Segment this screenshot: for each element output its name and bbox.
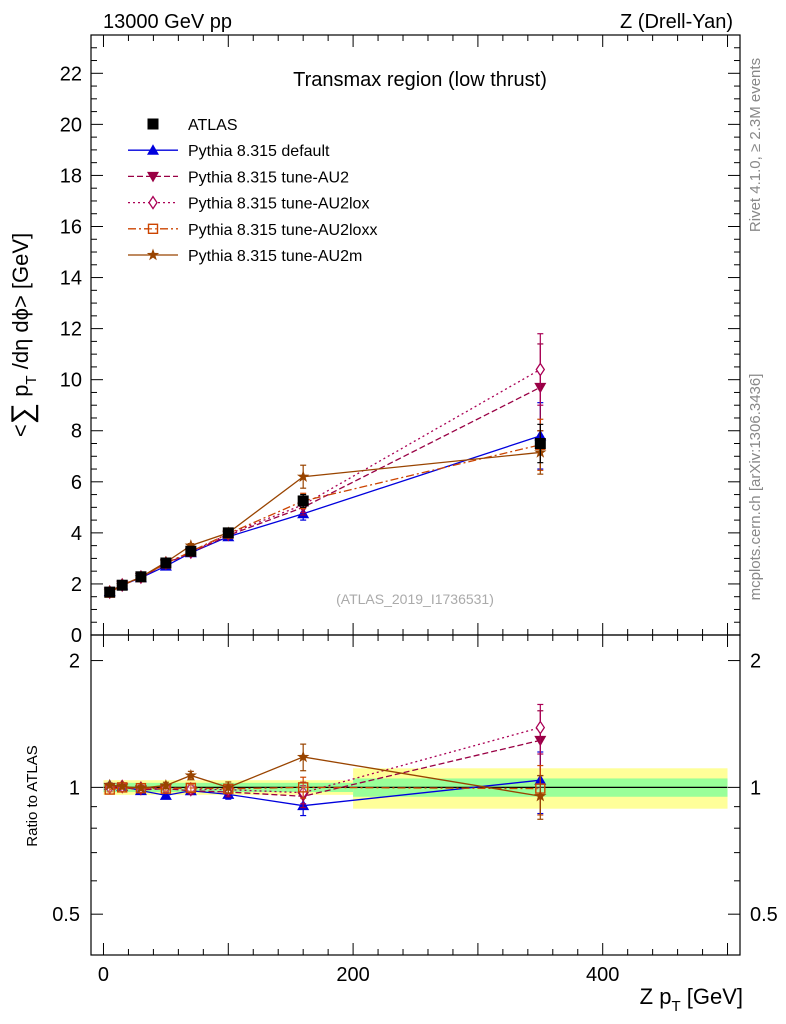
y-tick-label: 0 (71, 625, 82, 647)
legend-label: ATLAS (188, 117, 238, 134)
series-1 (103, 343, 547, 809)
lower-frame (90, 634, 741, 956)
legend-marker (147, 223, 159, 235)
y-tick-label: 14 (60, 268, 82, 290)
y-tick-label: 4 (71, 523, 82, 545)
ratio-4-point-3 (159, 778, 173, 791)
x-tick-label: 0 (98, 964, 109, 986)
y-tick-label: 16 (60, 216, 82, 238)
legend-marker (147, 144, 159, 155)
series-line-3 (109, 444, 541, 594)
x-axis-label: Z pT [GeV] (640, 984, 743, 1015)
y-tick-label: 18 (60, 165, 82, 187)
ratio-tick-label-right: 2 (750, 651, 761, 673)
ratio-panel (90, 634, 741, 956)
series-4-point-4 (184, 539, 198, 551)
ratio-4-point-2 (134, 781, 148, 794)
legend-marker (147, 171, 159, 183)
legend-label: Pythia 8.315 tune-AU2lox (188, 196, 369, 213)
atlas-point-2 (135, 571, 147, 583)
atlas-point-4 (185, 545, 197, 557)
x-tick-label: 400 (586, 964, 619, 986)
svg-text:Z pT [GeV]: Z pT [GeV] (640, 984, 743, 1015)
legend-label: Pythia 8.315 default (188, 143, 330, 160)
legend-item-0: ATLAS (147, 117, 238, 134)
ratio-y-label: Ratio to ATLAS (24, 745, 41, 846)
y-tick-label: 10 (60, 370, 82, 392)
legend-item-4: Pythia 8.315 tune-AU2loxx (128, 222, 377, 239)
ratio-3-point-6 (297, 782, 309, 793)
ratio-4-point-4 (184, 769, 198, 781)
legend: ATLAS Pythia 8.315 default Pythia 8.315 tu… (128, 117, 377, 265)
header-right: Z (Drell-Yan) (620, 11, 733, 33)
ratio-tick-label: 1 (69, 777, 80, 799)
series-3 (104, 418, 546, 816)
y-tick-label: 20 (60, 114, 82, 136)
ratio-4-point-1 (116, 779, 129, 792)
legend-label: Pythia 8.315 tune-AU2m (188, 248, 362, 265)
ratio-3-point-4 (185, 782, 197, 794)
ratio-4-point-0 (103, 778, 116, 791)
ratio-tick-label: 2 (69, 651, 80, 673)
ratio-tick-label-right: 1 (750, 777, 761, 799)
ratio-2-point-7 (535, 720, 546, 735)
series-line-2 (109, 368, 541, 593)
legend-item-2: Pythia 8.315 tune-AU2 (128, 169, 349, 186)
y-tick-label: 22 (60, 63, 82, 85)
atlas-point-1 (116, 579, 128, 591)
legend-item-1: Pythia 8.315 default (128, 143, 330, 160)
series-layer (103, 333, 547, 820)
y-tick-label: 8 (71, 421, 82, 443)
ratio-4-point-5 (222, 780, 235, 793)
ratio-4-point-6 (296, 750, 310, 763)
y-tick-label: 12 (60, 319, 82, 341)
y-axis-label: <∑ pT /dη dϕ> [GeV] (6, 233, 40, 437)
watermark: (ATLAS_2019_I1736531) (336, 591, 494, 607)
legend-item-5: Pythia 8.315 tune-AU2m (128, 248, 362, 265)
atlas-point-5 (222, 527, 234, 539)
atlas-point-7 (534, 438, 546, 450)
y-tick-label: 6 (71, 472, 82, 494)
svg-text:<∑ pT /dη dϕ> [GeV]: <∑ pT /dη dϕ> [GeV] (6, 233, 40, 437)
ratio-line-3 (109, 786, 541, 791)
atlas-point-0 (104, 586, 116, 598)
mcplots-label: mcplots.cern.ch [arXiv:1306.3436] (747, 374, 764, 601)
series-line-4 (109, 451, 541, 593)
series-2 (104, 333, 546, 805)
series-0 (103, 402, 547, 817)
legend-item-3: Pythia 8.315 tune-AU2lox (128, 195, 369, 213)
series-4-point-6 (296, 470, 310, 482)
legend-label: Pythia 8.315 tune-AU2 (188, 169, 349, 186)
y-tick-label: 2 (71, 574, 82, 596)
series-2-point-7 (535, 362, 546, 377)
series-4 (103, 430, 547, 820)
atlas-point-6 (297, 495, 309, 507)
legend-label: Pythia 8.315 tune-AU2loxx (188, 222, 377, 239)
series-atlas (104, 423, 546, 598)
ratio-tick-label-right: 0.5 (750, 904, 778, 926)
ratio-4-point-7 (534, 789, 547, 802)
legend-marker (147, 118, 159, 130)
chart-title: Transmax region (low thrust) (293, 69, 547, 91)
legend-marker (148, 195, 158, 210)
x-tick-label: 200 (336, 964, 369, 986)
atlas-point-3 (160, 557, 172, 569)
legend-marker (146, 248, 160, 261)
rivet-label: Rivet 4.1.0, ≥ 2.3M events (747, 58, 764, 232)
ratio-line-1 (109, 739, 541, 797)
ratio-tick-label: 0.5 (52, 904, 80, 926)
header-left: 13000 GeV pp (103, 11, 232, 33)
